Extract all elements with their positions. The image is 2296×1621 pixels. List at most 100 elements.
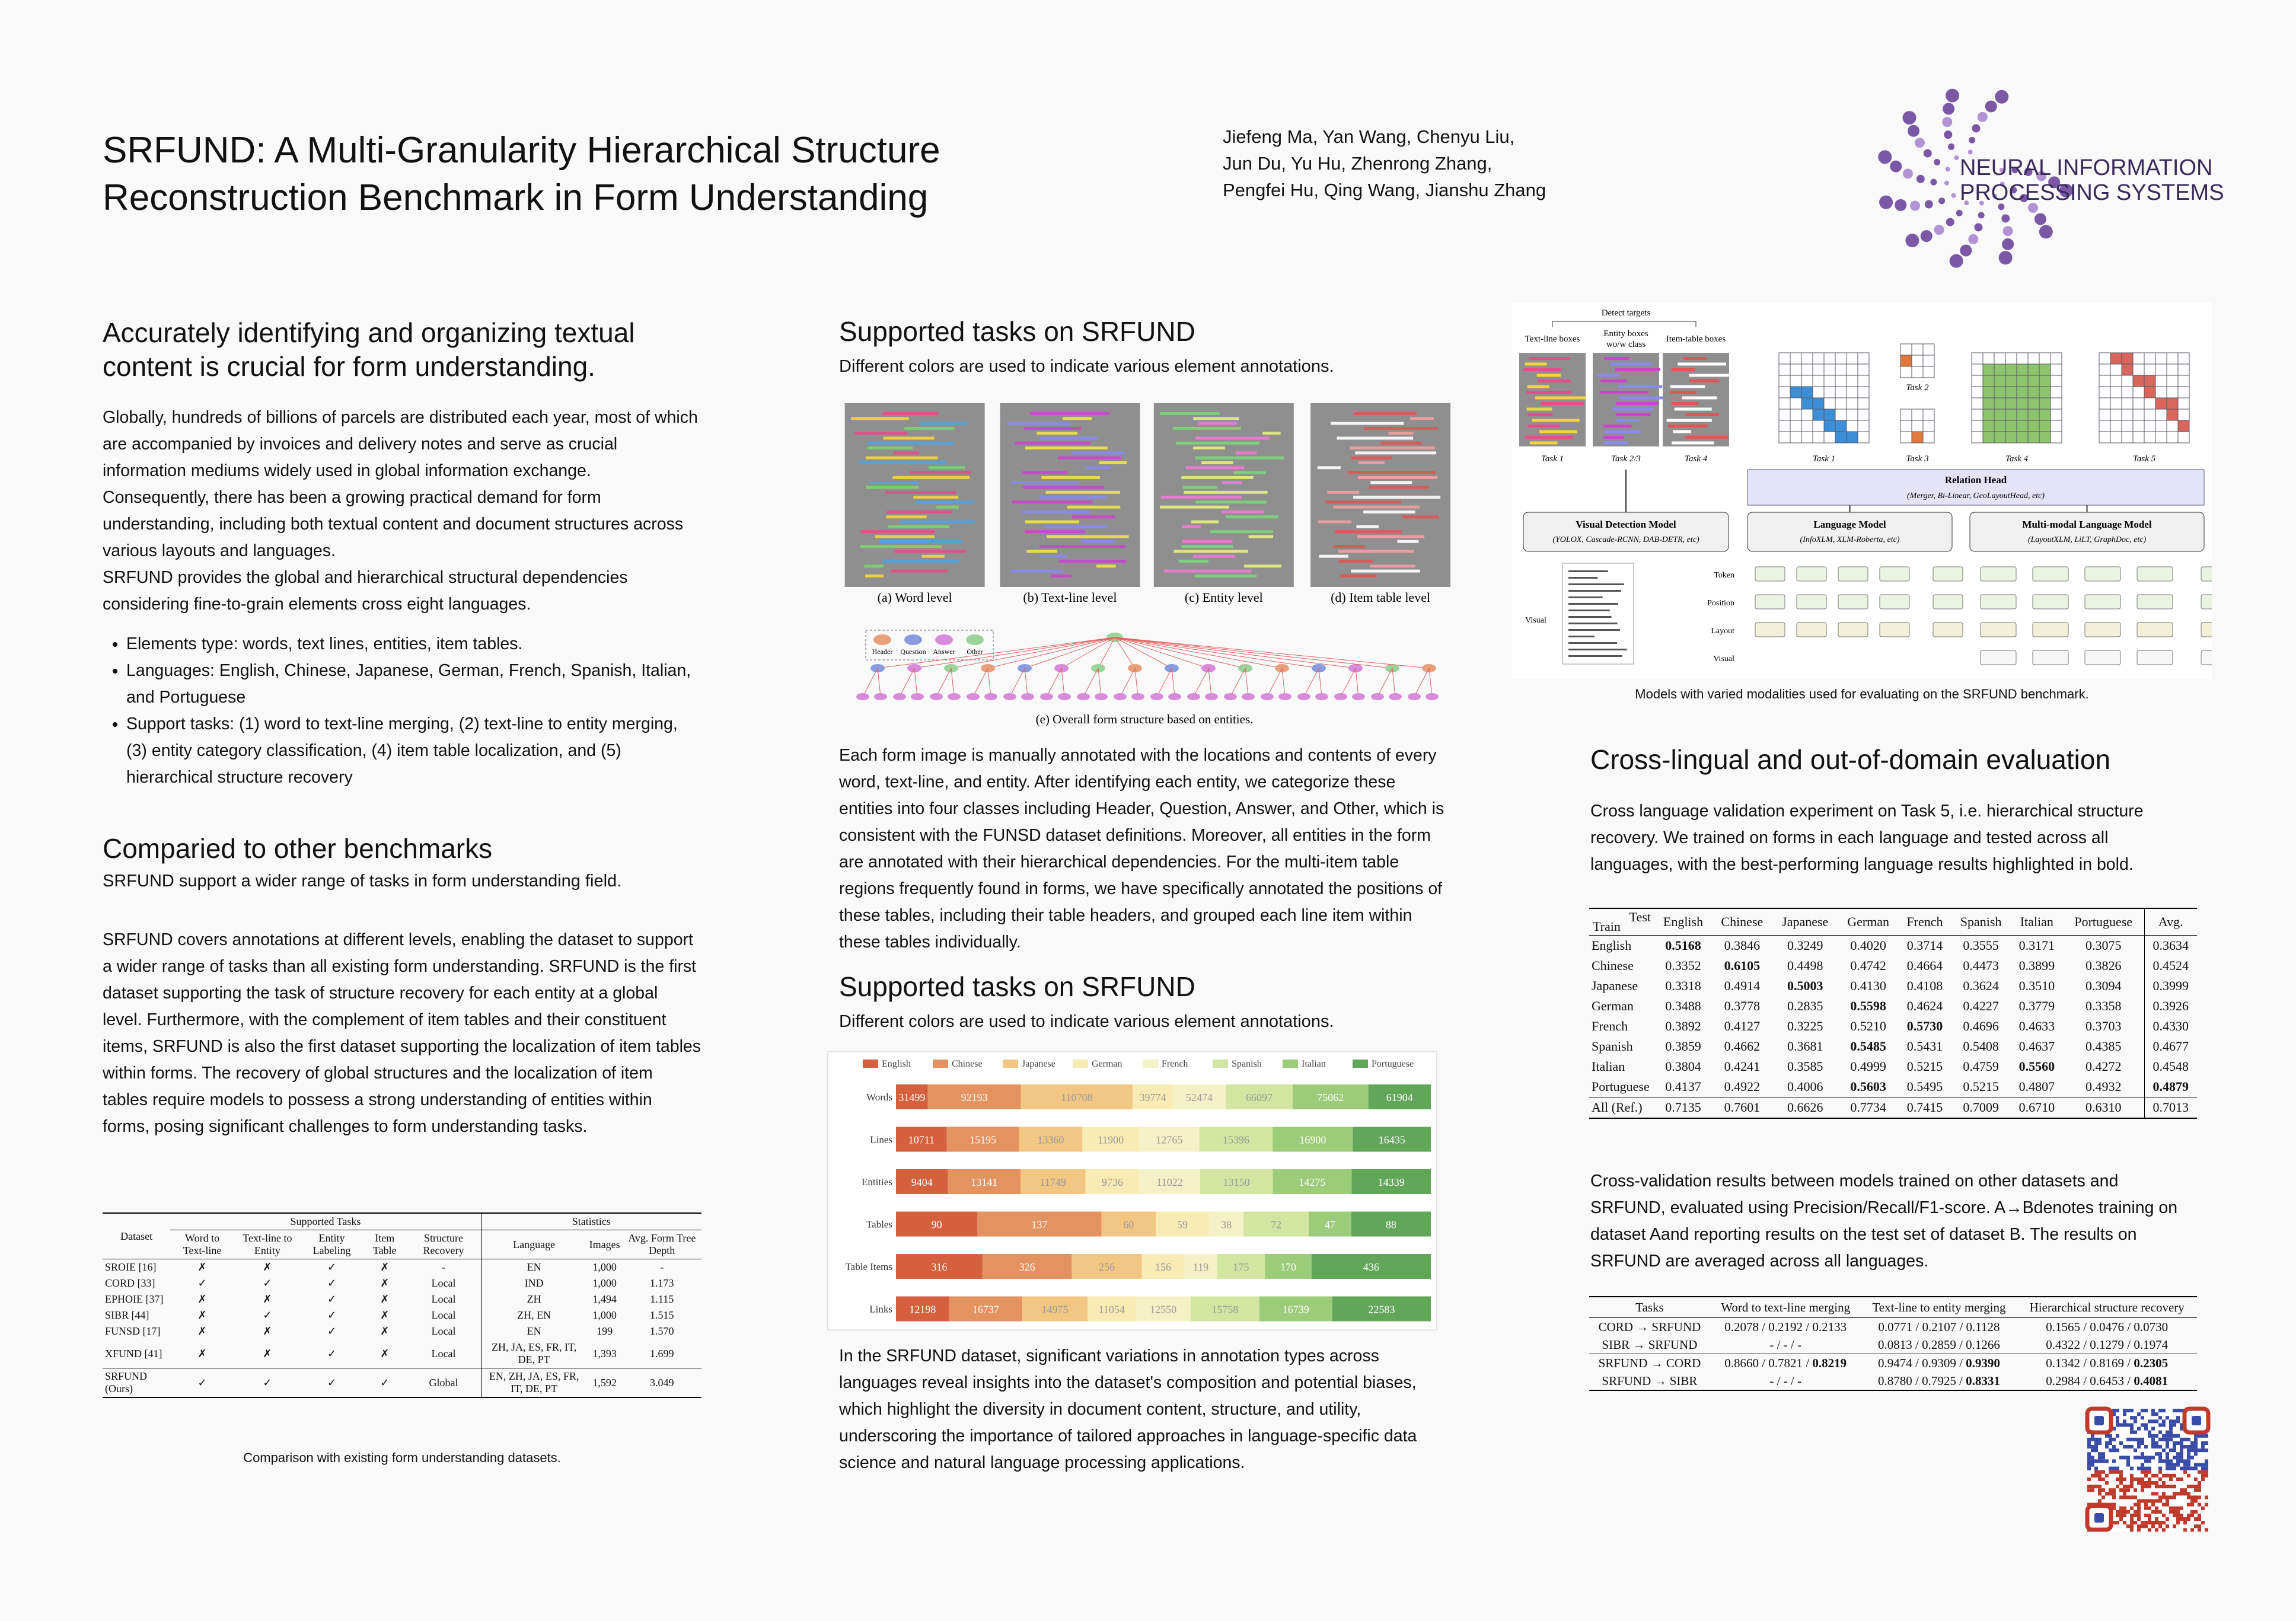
matrix-cell [2050, 409, 2062, 421]
matrix-cell [1823, 420, 1836, 432]
matrix-cell [1812, 431, 1825, 443]
annotation-box [1604, 357, 1629, 360]
qr-module [2126, 1524, 2130, 1529]
matrix-cell [1971, 431, 1984, 443]
matrix-cell [2027, 386, 2040, 398]
qr-module [2187, 1517, 2190, 1521]
qr-module [2105, 1473, 2109, 1478]
tree-edge [1114, 637, 1246, 669]
data-label: 119 [1193, 1261, 1208, 1273]
qr-module [2137, 1517, 2141, 1521]
bar-segment [1021, 1169, 1086, 1194]
table-cell: SRFUND → CORD [1598, 1356, 1701, 1370]
qr-module [2198, 1495, 2201, 1499]
matrix-cell [2016, 420, 2029, 432]
annotation-box [886, 510, 952, 513]
box-title: Multi-modal Language Model [2022, 519, 2151, 530]
bar-segment [896, 1296, 949, 1322]
qr-module [2205, 1434, 2208, 1438]
matrix-cell [1857, 409, 1870, 421]
qr-module [2094, 1470, 2098, 1474]
qr-module [2105, 1445, 2109, 1449]
bracket [1552, 321, 1697, 327]
table-cell: 0.4137 [1665, 1079, 1701, 1094]
qr-module [2098, 1452, 2102, 1456]
annotation-box [1192, 446, 1225, 450]
qr-module [2166, 1452, 2169, 1456]
table-cell: XFUND [41] [105, 1347, 162, 1360]
category-label: Entities [862, 1176, 892, 1188]
qr-module [2173, 1510, 2176, 1514]
logo-dot [2048, 176, 2061, 189]
matrix-cell [1778, 375, 1791, 387]
qr-module [2176, 1463, 2180, 1467]
figure-caption: Models with varied modalities used for e… [1635, 687, 2089, 701]
paragraph: In the SRFUND dataset, significant varia… [839, 1346, 1417, 1472]
annotation-box [1599, 391, 1649, 394]
qr-module [2201, 1466, 2205, 1470]
qr-module [2134, 1521, 2137, 1525]
tree-node [1114, 693, 1127, 700]
matrix-cell [2099, 420, 2111, 432]
header-cell: Language [480, 1230, 587, 1259]
table-cell: ✗ [197, 1347, 207, 1360]
annotation-box [1689, 374, 1739, 377]
qr-module [2162, 1419, 2166, 1424]
legend-label: Other [967, 647, 983, 656]
logo-dot [1934, 158, 1941, 165]
qr-module [2137, 1510, 2141, 1514]
logo-dot [1977, 111, 1988, 122]
annotation-box [928, 466, 965, 470]
matrix-cell [2005, 397, 2017, 410]
data-label: 75062 [1317, 1092, 1344, 1103]
matrix-cell [1994, 431, 2006, 443]
annotation-box [1173, 550, 1248, 553]
data-label: 11900 [1098, 1134, 1124, 1146]
qr-module [2094, 1441, 2098, 1445]
qr-module [2112, 1470, 2116, 1474]
category-label: Table Items [845, 1261, 892, 1272]
data-label: 15396 [1223, 1134, 1249, 1146]
visual-input [1562, 563, 1634, 665]
qr-module [2151, 1499, 2155, 1503]
tree-edge [1245, 668, 1249, 697]
matrix-cell [2144, 420, 2156, 432]
qr-module [2091, 1456, 2094, 1460]
tree-edge [899, 668, 915, 697]
tree-edge [1114, 637, 1283, 669]
qr-module [2201, 1445, 2205, 1449]
qr-module [2087, 1459, 2091, 1463]
qr-module [2137, 1506, 2141, 1510]
annotation-box [867, 441, 954, 445]
table-cell: 1,000 [592, 1277, 617, 1289]
annotation-box [1603, 425, 1632, 427]
qr-module [2190, 1513, 2194, 1517]
table-cell: ✓ [197, 1376, 207, 1389]
matrix-cell [1812, 363, 1825, 376]
qr-module [2155, 1441, 2158, 1445]
table-cell: 0.4330 [2144, 1016, 2197, 1036]
qr-module [2162, 1409, 2166, 1413]
matrix-cell [1900, 409, 1912, 421]
annotation-box [1672, 441, 1714, 445]
data-label: 9404 [911, 1176, 933, 1188]
qr-module [2151, 1481, 2155, 1485]
logo-dot [1969, 136, 1976, 143]
header-cell: Text-line to entity merging [1872, 1300, 2006, 1314]
matrix-cell [2166, 363, 2179, 376]
logo-dot [1995, 90, 2009, 104]
section-heading: Supported tasks on SRFUND [839, 316, 1195, 347]
matrix-cell [1982, 409, 1995, 421]
data-label: 31499 [898, 1092, 925, 1103]
table-cell: 0.4130 [1850, 978, 1886, 993]
table-cell: 0.3171 [2018, 938, 2055, 953]
table-cell: 0.4932 [2085, 1079, 2122, 1094]
qr-module [2148, 1481, 2151, 1485]
tree-node [911, 693, 924, 700]
table-cell: SIBR [44] [105, 1309, 149, 1321]
qr-module [2130, 1528, 2134, 1532]
table-cell: 0.5215 [1906, 1059, 1943, 1074]
annotation-box [1616, 419, 1640, 422]
input-token [2084, 622, 2121, 637]
qr-module [2116, 1521, 2119, 1525]
